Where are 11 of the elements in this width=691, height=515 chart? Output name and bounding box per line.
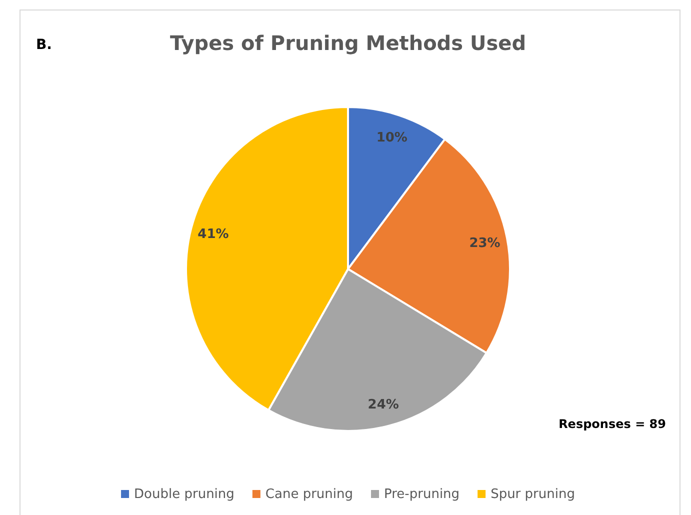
text: B.	[36, 37, 52, 53]
legend-label: Cane pruning	[265, 487, 354, 502]
data-label: 10%	[376, 130, 408, 146]
data-label: 41%	[198, 227, 229, 242]
text: Responses = 89	[558, 417, 666, 431]
legend-label: Double pruning	[134, 487, 234, 502]
legend-label: Spur pruning	[490, 487, 575, 502]
data-label: 23%	[469, 236, 500, 251]
legend-label: Pre-pruning	[384, 487, 460, 502]
data-label: 24%	[368, 397, 399, 412]
chart-title: Types of Pruning Methods Used	[170, 31, 526, 55]
